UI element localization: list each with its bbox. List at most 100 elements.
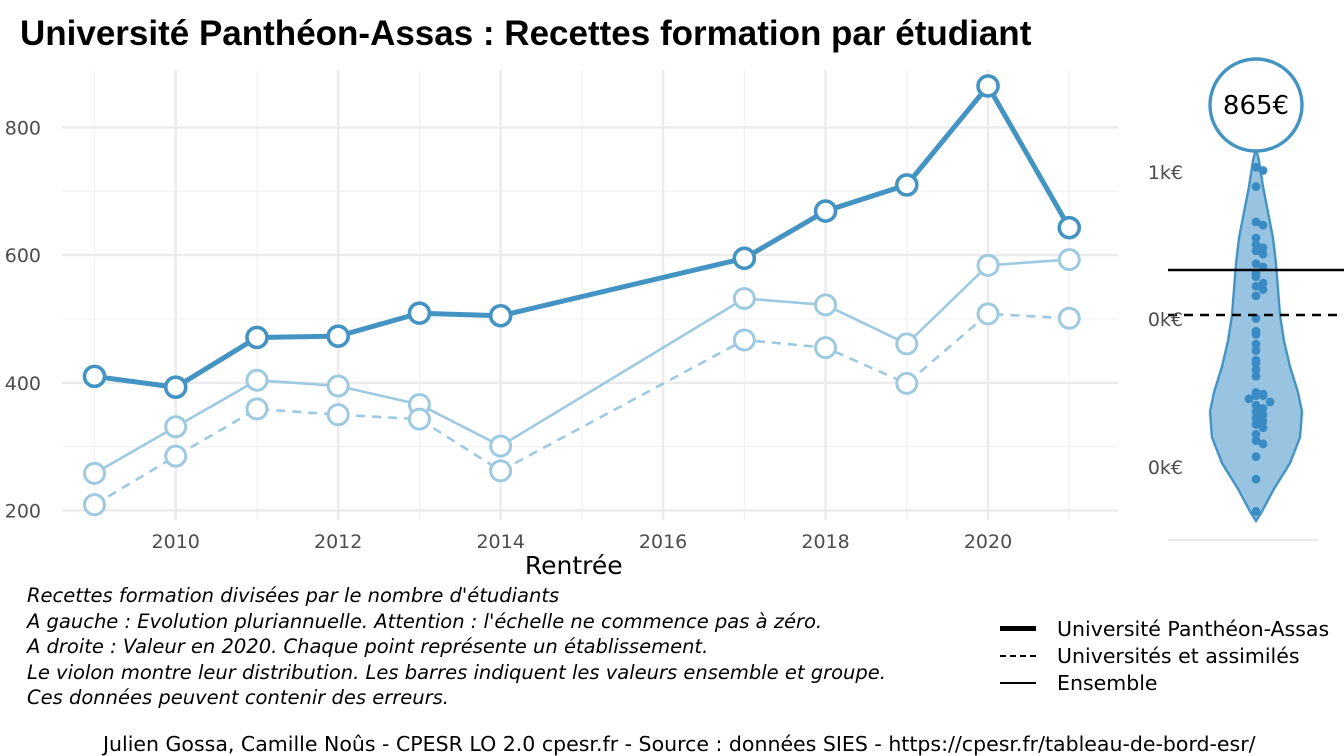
data-point bbox=[82, 461, 106, 485]
note-line: Le violon montre leur distribution. Les … bbox=[27, 660, 886, 684]
violin-point bbox=[1258, 404, 1268, 413]
violin-tick-label: 0k€ bbox=[1148, 457, 1183, 479]
violin-point bbox=[1251, 359, 1261, 368]
violin-point bbox=[1258, 416, 1268, 426]
data-point bbox=[407, 301, 432, 325]
violin-point bbox=[1244, 394, 1254, 404]
data-point bbox=[1057, 306, 1081, 330]
violin-point bbox=[1251, 346, 1261, 355]
data-point bbox=[245, 325, 269, 350]
highlight-value: 865€ bbox=[1223, 91, 1289, 121]
x-axis-label: Rentrée bbox=[525, 551, 623, 580]
line-chart-axes: 200 400 600 800 2010 2012 2014 2016 2018 2020 bbox=[5, 117, 1012, 553]
violin-point bbox=[1258, 285, 1268, 294]
x-tick-label: 2012 bbox=[314, 531, 362, 553]
violin-point bbox=[1251, 233, 1261, 243]
violin-point bbox=[1251, 474, 1261, 484]
y-tick-label: 200 bbox=[5, 500, 41, 522]
violin-point bbox=[1258, 410, 1268, 420]
data-point bbox=[326, 403, 350, 427]
legend-key-thin bbox=[1000, 681, 1036, 684]
violin-point bbox=[1251, 365, 1261, 375]
highlight-bubble bbox=[1208, 57, 1304, 153]
data-point bbox=[976, 74, 1000, 98]
x-tick-label: 2020 bbox=[964, 531, 1012, 553]
data-point bbox=[82, 493, 106, 517]
data-point bbox=[976, 253, 1000, 277]
data-point bbox=[894, 173, 919, 197]
violin-point bbox=[1258, 220, 1268, 230]
legend-item-ensemble: Ensemble bbox=[1000, 669, 1329, 696]
violin-point bbox=[1251, 162, 1261, 172]
violin-point bbox=[1251, 240, 1261, 249]
note-line: Recettes formation divisées par le nombr… bbox=[27, 584, 560, 607]
legend-key-bold bbox=[1000, 626, 1036, 631]
legend-key-dashed bbox=[1000, 654, 1036, 657]
data-point bbox=[732, 246, 757, 271]
data-point bbox=[407, 407, 431, 431]
violin-tick-label: 0k€ bbox=[1148, 309, 1183, 331]
data-point bbox=[163, 375, 188, 400]
data-point bbox=[895, 371, 919, 395]
y-tick-label: 400 bbox=[5, 373, 41, 395]
x-tick-label: 2010 bbox=[152, 531, 200, 553]
violin-point bbox=[1251, 452, 1261, 462]
data-point bbox=[732, 328, 756, 352]
violin-point bbox=[1251, 506, 1261, 516]
violin-point bbox=[1251, 391, 1261, 400]
y-tick-label: 600 bbox=[5, 245, 41, 267]
data-point bbox=[326, 324, 350, 348]
line-chart-series bbox=[82, 74, 1082, 517]
violin-point bbox=[1251, 281, 1261, 291]
violin-point bbox=[1265, 397, 1275, 407]
violin-point bbox=[1258, 439, 1268, 449]
data-point bbox=[813, 199, 838, 223]
note-line: Ces données peuvent contenir des erreurs… bbox=[27, 686, 449, 710]
data-point bbox=[814, 293, 838, 317]
x-tick-label: 2018 bbox=[801, 531, 849, 553]
y-tick-label: 800 bbox=[5, 117, 41, 139]
violin-point bbox=[1258, 243, 1268, 253]
data-point bbox=[489, 434, 513, 458]
legend-label: Ensemble bbox=[1057, 670, 1158, 695]
x-tick-label: 2014 bbox=[476, 531, 524, 553]
data-point bbox=[489, 459, 513, 483]
violin-point bbox=[1251, 330, 1261, 339]
violin-point bbox=[1251, 246, 1261, 256]
data-point bbox=[82, 364, 107, 389]
data-point bbox=[164, 415, 188, 439]
source-caption: Julien Gossa, Camille Noûs - CPESR LO 2.… bbox=[103, 732, 1256, 756]
violin-plot: 1k€ 0k€ 0k€ 865€ bbox=[1148, 57, 1344, 542]
violin-point bbox=[1258, 166, 1268, 175]
violin-point bbox=[1251, 413, 1261, 423]
data-point bbox=[732, 287, 756, 311]
violin-point bbox=[1251, 272, 1261, 282]
data-point bbox=[1057, 248, 1081, 272]
violin-point bbox=[1251, 429, 1261, 439]
note-line: A droite : Valeur en 2020. Chaque point … bbox=[27, 635, 709, 659]
violin-point bbox=[1251, 314, 1261, 323]
data-point bbox=[895, 332, 919, 356]
violin-point bbox=[1251, 436, 1261, 446]
violin-point bbox=[1251, 400, 1261, 410]
data-point bbox=[814, 336, 838, 360]
data-point bbox=[1057, 215, 1082, 240]
violin-point bbox=[1251, 407, 1261, 417]
x-tick-label: 2016 bbox=[639, 531, 687, 553]
chart-notes: Recettes formation divisées par le nombr… bbox=[27, 583, 886, 711]
violin-tick-label: 1k€ bbox=[1148, 162, 1183, 184]
data-point bbox=[245, 368, 269, 392]
data-point bbox=[326, 374, 350, 398]
legend-item-universites-assimiles: Universités et assimilés bbox=[1000, 642, 1329, 669]
data-point bbox=[245, 397, 269, 421]
violin-point bbox=[1258, 423, 1268, 433]
violin-point bbox=[1251, 371, 1261, 381]
chart-title: Université Panthéon-Assas : Recettes for… bbox=[20, 14, 1032, 53]
series-line bbox=[93, 312, 1070, 506]
violin-point bbox=[1258, 249, 1268, 259]
violin-point bbox=[1251, 420, 1261, 429]
violin-point bbox=[1258, 278, 1268, 288]
violin-point bbox=[1251, 339, 1261, 349]
legend: Université Panthéon-Assas Universités et… bbox=[1000, 615, 1329, 696]
